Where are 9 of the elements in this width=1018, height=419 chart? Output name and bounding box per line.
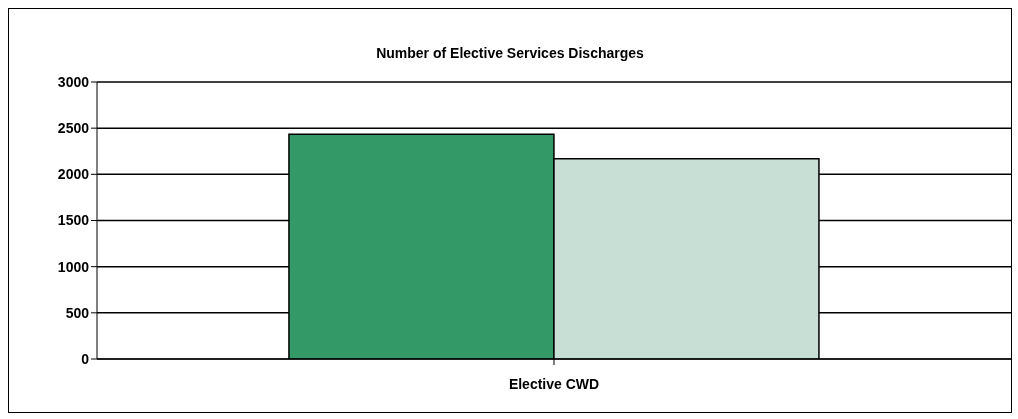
y-tick-label: 2500: [57, 120, 90, 137]
y-tick-label: 1000: [57, 258, 90, 275]
y-tick-label: 0: [81, 350, 90, 367]
x-tick-label: Elective CWD: [508, 375, 600, 392]
y-tick-label: 500: [65, 304, 90, 321]
y-tick-label: 1500: [57, 212, 90, 229]
chart-title: Number of Elective Services Discharges: [375, 45, 645, 61]
y-tick-label: 3000: [57, 73, 90, 90]
y-tick-label: 2000: [57, 166, 90, 183]
